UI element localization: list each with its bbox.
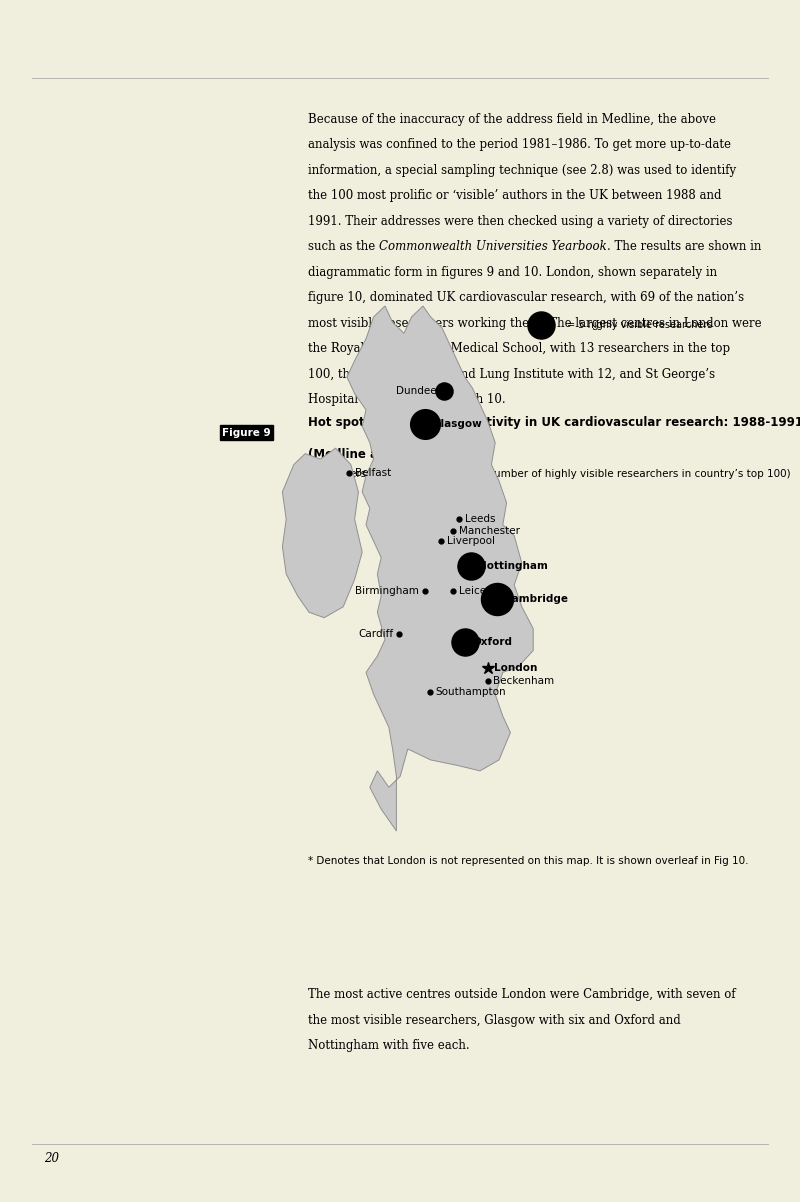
Text: 1991. Their addresses were then checked using a variety of directories: 1991. Their addresses were then checked … (308, 215, 733, 228)
Text: 20: 20 (44, 1153, 59, 1165)
Polygon shape (347, 307, 534, 831)
Text: Because of the inaccuracy of the address field in Medline, the above: Because of the inaccuracy of the address… (308, 113, 716, 126)
Text: Southampton: Southampton (435, 686, 506, 696)
Point (534, 315, 547, 334)
Text: * Denotes that London is not represented on this map. It is shown overleaf in Fi: * Denotes that London is not represented… (308, 856, 749, 865)
Text: diagrammatic form in figures 9 and 10. London, shown separately in: diagrammatic form in figures 9 and 10. L… (308, 266, 717, 279)
Point (464, 557, 477, 576)
Text: Glasgow: Glasgow (433, 418, 482, 429)
Text: such as the: such as the (308, 240, 379, 254)
Text: Cambridge: Cambridge (505, 594, 569, 603)
Text: Commonwealth Universities Yearbook: Commonwealth Universities Yearbook (379, 240, 606, 254)
Text: Leicester: Leicester (459, 587, 506, 596)
Text: Hot spots of publication activity in UK cardiovascular research: 1988-1991 inclu: Hot spots of publication activity in UK … (308, 416, 800, 429)
Text: the 100 most prolific or ‘visible’ authors in the UK between 1988 and: the 100 most prolific or ‘visible’ autho… (308, 190, 722, 202)
Polygon shape (282, 448, 362, 618)
Text: Hospital Medical School with 10.: Hospital Medical School with 10. (308, 393, 506, 406)
Text: London: London (494, 664, 538, 673)
Text: Leeds: Leeds (465, 514, 495, 524)
Text: Belfast: Belfast (354, 468, 391, 477)
Text: 100, the National Heart and Lung Institute with 12, and St George’s: 100, the National Heart and Lung Institu… (308, 368, 715, 381)
Text: Figure 9: Figure 9 (222, 428, 271, 438)
Text: Liverpool: Liverpool (447, 536, 495, 546)
Text: . The results are shown in: . The results are shown in (606, 240, 761, 254)
Text: Beckenham: Beckenham (494, 676, 554, 685)
Text: Oxford: Oxford (472, 637, 513, 648)
Text: Nottingham with five each.: Nottingham with five each. (308, 1039, 470, 1052)
Text: (Diameters of circles relate to the number of highly visible researchers in coun: (Diameters of circles relate to the numb… (308, 469, 790, 478)
Text: the most visible researchers, Glasgow with six and Oxford and: the most visible researchers, Glasgow wi… (308, 1013, 681, 1027)
Text: The most active centres outside London were Cambridge, with seven of: The most active centres outside London w… (308, 988, 736, 1001)
Text: figure 10, dominated UK cardiovascular research, with 69 of the nation’s: figure 10, dominated UK cardiovascular r… (308, 291, 744, 304)
Text: information, a special sampling technique (see 2.8) was used to identify: information, a special sampling techniqu… (308, 163, 736, 177)
Point (490, 589, 503, 608)
Text: Cardiff: Cardiff (358, 629, 394, 639)
Text: (Medline analysis): (Medline analysis) (308, 448, 430, 462)
Text: = 5 highly visible researchers: = 5 highly visible researchers (567, 320, 713, 331)
Point (458, 632, 471, 651)
Text: Nottingham: Nottingham (478, 561, 548, 571)
Point (438, 381, 450, 400)
Text: the Royal Postgraduate Medical School, with 13 researchers in the top: the Royal Postgraduate Medical School, w… (308, 343, 730, 356)
Text: analysis was confined to the period 1981–1986. To get more up-to-date: analysis was confined to the period 1981… (308, 138, 731, 151)
Text: Manchester: Manchester (459, 526, 520, 536)
Point (418, 413, 431, 433)
Text: Birmingham: Birmingham (355, 587, 419, 596)
Text: most visible researchers working there. The largest centres in London were: most visible researchers working there. … (308, 317, 762, 329)
Text: Dundee: Dundee (396, 386, 436, 395)
